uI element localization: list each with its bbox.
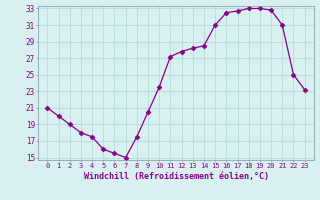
X-axis label: Windchill (Refroidissement éolien,°C): Windchill (Refroidissement éolien,°C) <box>84 172 268 181</box>
